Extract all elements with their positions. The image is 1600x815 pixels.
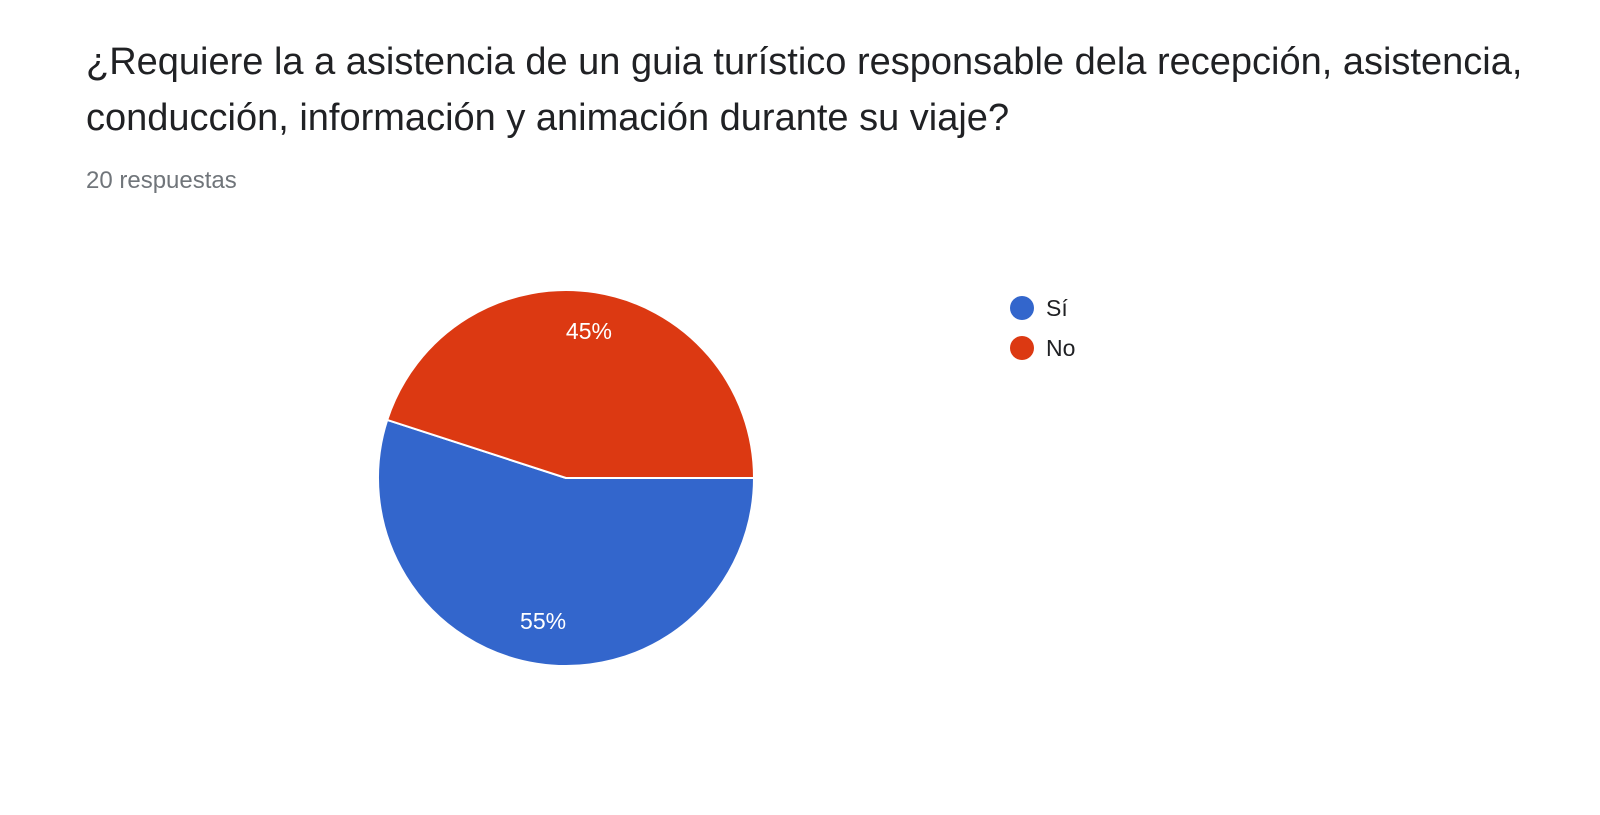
legend-item-si[interactable]: Sí: [1010, 288, 1075, 328]
pie-slice-si[interactable]: [377, 418, 756, 667]
pie-chart: 55% 45%: [377, 289, 756, 667]
legend-swatch-no: [1010, 336, 1034, 360]
legend-label-si: Sí: [1046, 294, 1068, 321]
legend-label-no: No: [1046, 334, 1076, 361]
slice-label-si: 55%: [520, 608, 566, 634]
legend-swatch-si: [1010, 296, 1034, 320]
question-title: ¿Requiere la a asistencia de un guia tur…: [86, 41, 1523, 139]
legend-item-no[interactable]: No: [1010, 328, 1075, 368]
pie-slice-no[interactable]: [385, 289, 756, 479]
chart-legend: Sí No: [1010, 288, 1075, 368]
chart-area: 55% 45% Sí No: [0, 220, 1600, 815]
response-count: 20 respuestas: [86, 167, 237, 194]
slice-label-no: 45%: [566, 318, 612, 344]
